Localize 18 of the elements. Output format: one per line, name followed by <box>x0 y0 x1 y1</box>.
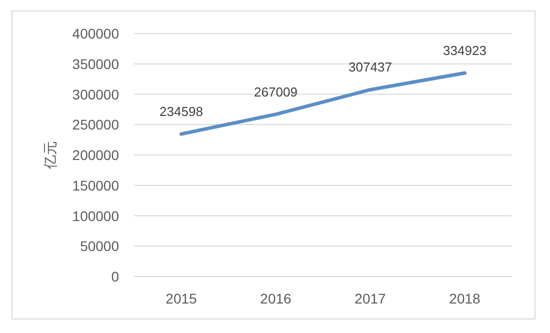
y-tick-label: 250000 <box>72 116 120 133</box>
y-tick-label: 300000 <box>72 86 120 102</box>
y-tick-label: 200000 <box>72 147 120 163</box>
y-tick-label: 0 <box>111 268 120 284</box>
x-tick-label: 2016 <box>260 290 292 306</box>
y-tick-label: 350000 <box>72 56 120 72</box>
data-label: 334923 <box>443 43 486 58</box>
y-tick-label: 50000 <box>80 238 120 254</box>
data-label: 234598 <box>160 104 203 119</box>
data-label: 307437 <box>348 60 392 75</box>
y-tick-label: 400000 <box>72 26 120 42</box>
y-tick-label: 150000 <box>72 177 120 194</box>
y-tick-label: 100000 <box>72 208 120 224</box>
y-axis-title: 亿元 <box>42 141 58 170</box>
x-tick-label: 2015 <box>166 290 198 306</box>
x-tick-label: 2018 <box>449 290 481 306</box>
data-label: 267009 <box>254 84 298 100</box>
x-tick-label: 2017 <box>354 290 386 306</box>
